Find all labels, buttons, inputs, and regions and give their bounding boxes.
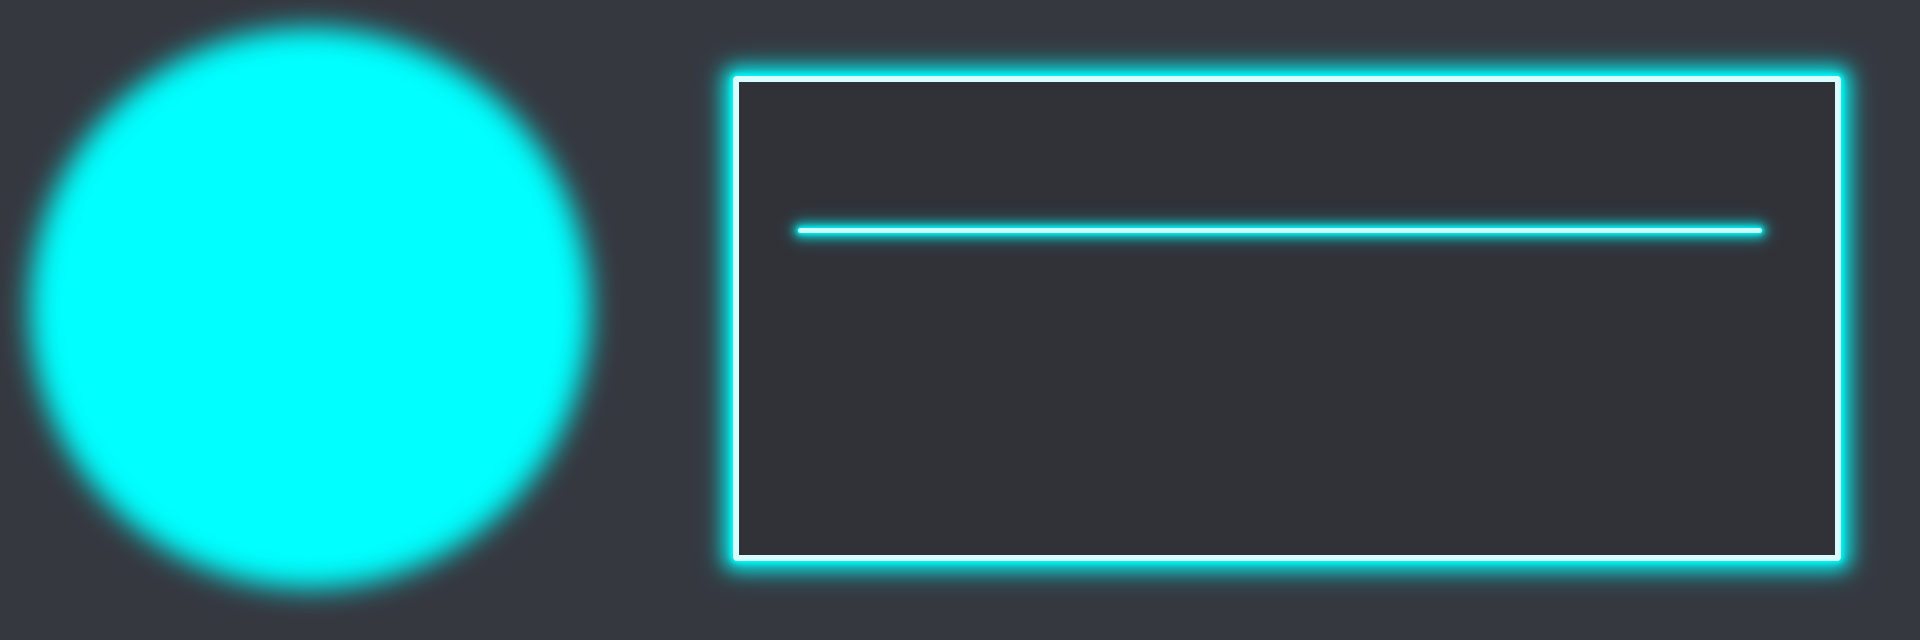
glowing-cyan-circle [30, 28, 590, 588]
neon-outlined-panel [733, 76, 1841, 561]
neon-horizontal-line [798, 228, 1762, 233]
